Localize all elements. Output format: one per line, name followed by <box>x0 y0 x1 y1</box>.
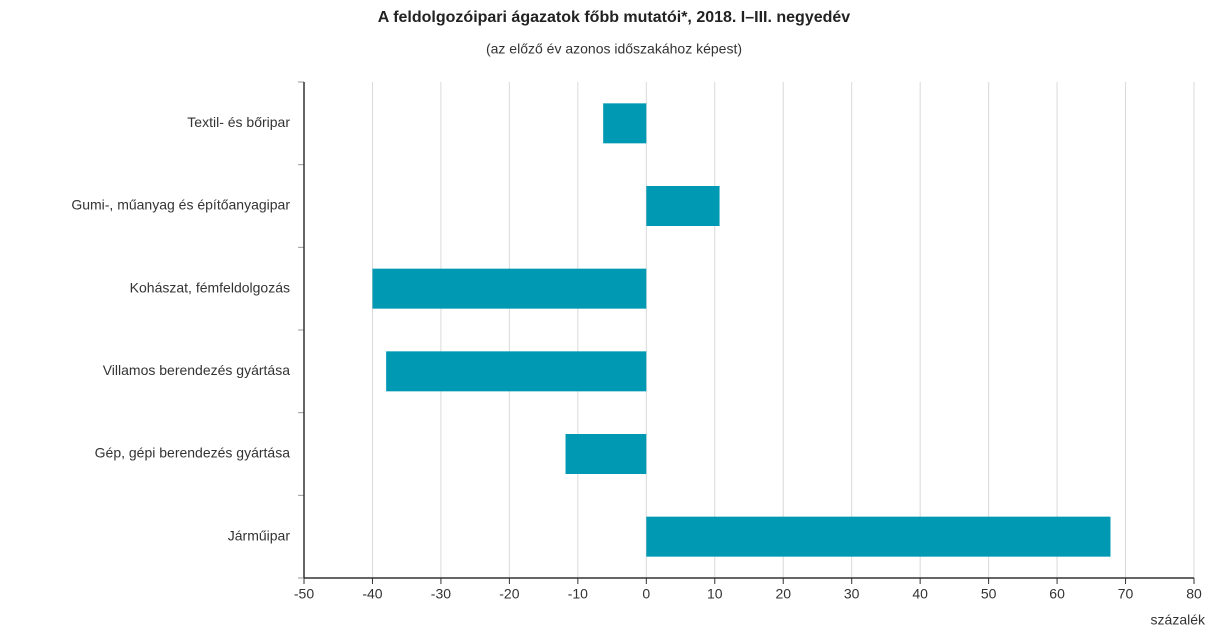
chart-subtitle: (az előző év azonos időszakához képest) <box>486 41 742 57</box>
x-tick-label: 20 <box>775 586 791 602</box>
bar <box>372 268 647 309</box>
x-tick-label: 50 <box>981 586 997 602</box>
x-tick-label: 60 <box>1049 586 1065 602</box>
bar <box>565 434 647 474</box>
x-tick-label: 40 <box>912 586 928 602</box>
bar <box>386 351 647 392</box>
x-tick-label: 10 <box>707 586 723 602</box>
x-tick-label: 80 <box>1186 586 1202 602</box>
x-tick-label: -10 <box>568 586 588 602</box>
x-tick-label: -40 <box>362 586 382 602</box>
bar <box>646 516 1111 557</box>
y-tick-label: Textil- és bőripar <box>187 114 290 130</box>
bar <box>646 186 720 226</box>
y-tick-label: Kohászat, fémfeldolgozás <box>130 279 290 295</box>
x-axis-label: százalék <box>1151 612 1206 628</box>
x-tick-label: -20 <box>499 586 519 602</box>
bar <box>603 103 647 144</box>
chart-title: A feldolgozóipari ágazatok főbb mutatói*… <box>378 9 850 26</box>
x-tick-label: 30 <box>844 586 860 602</box>
x-tick-label: 70 <box>1118 586 1134 602</box>
x-tick-label: -50 <box>294 586 314 602</box>
y-tick-label: Villamos berendezés gyártása <box>103 362 291 378</box>
y-tick-label: Gumi-, műanyag és építőanyagipar <box>71 197 290 213</box>
y-tick-label: Járműipar <box>228 527 291 543</box>
x-tick-label: 0 <box>642 586 650 602</box>
x-tick-label: -30 <box>431 586 451 602</box>
y-tick-label: Gép, gépi berendezés gyártása <box>95 445 291 461</box>
